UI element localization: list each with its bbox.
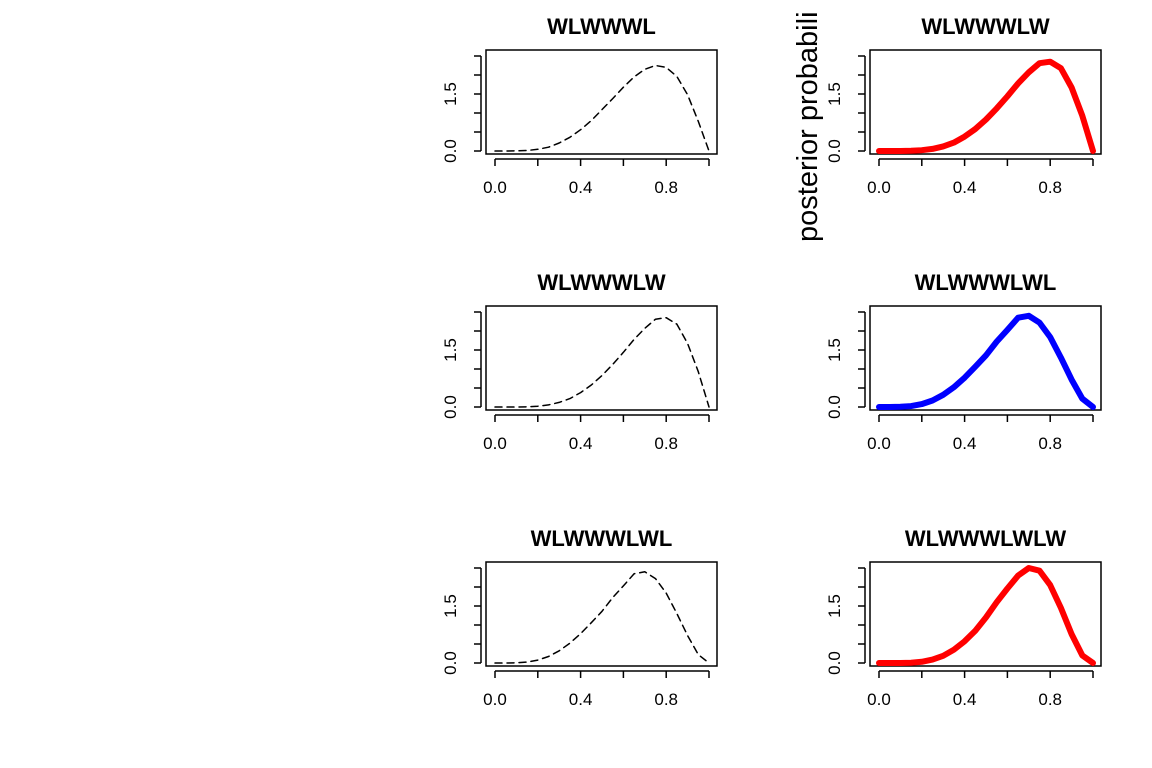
x-tick-label: 0.8 [1038,178,1062,197]
x-tick-label: 0.0 [867,690,891,709]
x-tick-label: 0.8 [654,690,678,709]
x-tick-label: 0.4 [953,690,977,709]
density-curve [876,565,1096,666]
y-axis-side-label: posterior probabili [792,11,824,242]
density-curve [876,58,1096,154]
x-tick-label: 0.4 [953,178,977,197]
density-curve [876,312,1096,410]
panel-title: WLWWWLWLW [905,526,1066,551]
panel-title: WLWWWLWL [531,526,673,551]
density-curve [494,316,710,408]
panels-layer: WLWWWL 0.0 0.4 0.8 0.0 1.5 WLWWWLW 0.0 0.4 0.8 0.0… [441,14,1102,709]
plot-frame [869,561,1102,667]
panel-title: WLWWWLW [537,270,666,295]
plot-frame [485,561,718,667]
panel-2: WLWWWLW 0.0 0.4 0.8 0.0 1.5 [825,14,1102,197]
y-tick-label: 0.0 [441,395,460,419]
x-tick-label: 0.0 [867,434,891,453]
density-curve [494,64,710,152]
panel-5: WLWWWLWL 0.0 0.4 0.8 0.0 1.5 [441,526,718,709]
plot-frame [485,49,718,155]
panel-title: WLWWWL [547,14,656,39]
y-tick-label: 1.5 [441,338,460,362]
density-curve [494,571,710,664]
x-tick-label: 0.0 [483,434,507,453]
x-tick-label: 0.8 [654,434,678,453]
y-tick-label: 0.0 [441,139,460,163]
x-tick-label: 0.8 [1038,690,1062,709]
panel-3: WLWWWLW 0.0 0.4 0.8 0.0 1.5 [441,270,718,453]
plot-frame [869,305,1102,411]
panel-1: WLWWWL 0.0 0.4 0.8 0.0 1.5 [441,14,718,197]
y-tick-label: 1.5 [441,594,460,618]
x-tick-label: 0.0 [483,690,507,709]
x-tick-label: 0.4 [569,690,593,709]
y-tick-label: 0.0 [441,651,460,675]
y-tick-label: 0.0 [825,651,844,675]
x-tick-label: 0.4 [569,434,593,453]
y-tick-label: 1.5 [825,594,844,618]
panel-6: WLWWWLWLW 0.0 0.4 0.8 0.0 1.5 [825,526,1102,709]
y-tick-label: 1.5 [825,338,844,362]
y-tick-label: 1.5 [441,82,460,106]
x-tick-label: 0.8 [654,178,678,197]
x-tick-label: 0.4 [953,434,977,453]
x-tick-label: 0.4 [569,178,593,197]
y-tick-label: 0.0 [825,139,844,163]
x-tick-label: 0.8 [1038,434,1062,453]
x-tick-label: 0.0 [483,178,507,197]
plot-frame [485,305,718,411]
panel-4: WLWWWLWL 0.0 0.4 0.8 0.0 1.5 [825,270,1102,453]
x-tick-label: 0.0 [867,178,891,197]
panel-title: WLWWWLW [921,14,1050,39]
y-tick-label: 0.0 [825,395,844,419]
panel-title: WLWWWLWL [915,270,1057,295]
y-tick-label: 1.5 [825,82,844,106]
plot-frame [869,49,1102,155]
